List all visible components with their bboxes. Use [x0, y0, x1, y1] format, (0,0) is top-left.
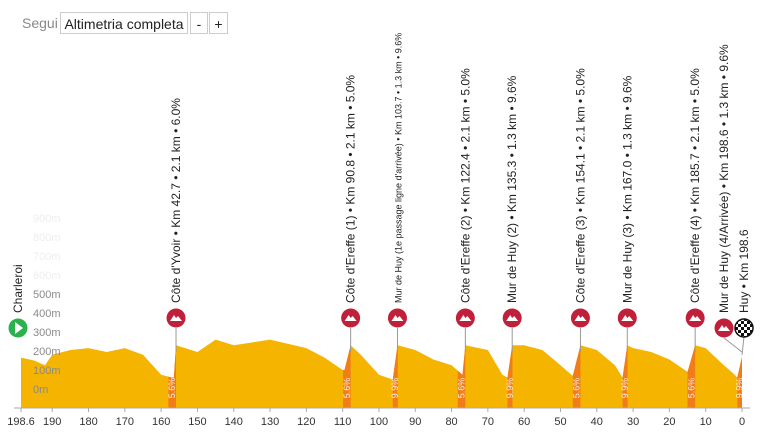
marker-stem	[723, 337, 743, 353]
mountain-icon	[506, 315, 519, 321]
mountain-icon	[170, 315, 183, 321]
x-tick-label: 130	[261, 416, 279, 428]
climb-marker	[570, 308, 590, 328]
climb-label: Côte d'Ereffe (4) • Km 185.7 • 2.1 km • …	[688, 68, 702, 303]
finish-marker	[734, 318, 754, 338]
mountain-icon	[459, 315, 472, 321]
x-tick-label: 80	[445, 416, 457, 428]
y-tick-label: 0m	[33, 384, 48, 396]
y-tick-label: 600m	[33, 270, 61, 282]
climb-stripe	[737, 339, 742, 408]
climb-marker	[341, 308, 361, 328]
y-tick-label: 400m	[33, 308, 61, 320]
climb-gradient: 9.9%	[390, 378, 400, 399]
climb-label: Mur de Huy (2) • Km 135.3 • 1.3 km • 9.6…	[505, 75, 519, 303]
climb-gradient: 5.6%	[572, 378, 582, 399]
mountain-icon	[391, 315, 404, 321]
y-tick-label: 800m	[33, 232, 61, 244]
climb-gradient: 9.9%	[505, 378, 515, 399]
climb-gradient: 5.6%	[342, 378, 352, 399]
x-tick-label: 160	[152, 416, 170, 428]
y-tick-label: 300m	[33, 327, 61, 339]
climb-label: Côte d'Ereffe (1) • Km 90.8 • 2.1 km • 5…	[344, 75, 358, 303]
x-tick-label: 90	[409, 416, 421, 428]
y-tick-label: 700m	[33, 251, 61, 263]
x-tick-label: 140	[225, 416, 243, 428]
climb-label: Côte d'Yvoir • Km 42.7 • 2.1 km • 6.0%	[169, 98, 183, 303]
climb-marker	[387, 308, 407, 328]
marker-stem	[741, 336, 745, 356]
x-tick-label: 0	[739, 416, 745, 428]
climb-gradient: 9.9%	[620, 378, 630, 399]
climb-label: Côte d'Ereffe (3) • Km 154.1 • 2.1 km • …	[573, 68, 587, 303]
x-tick-label: 198.6	[7, 416, 35, 428]
x-tick-label: 180	[79, 416, 97, 428]
x-tick-label: 120	[297, 416, 315, 428]
climb-label: Côte d'Ereffe (2) • Km 122.4 • 2.1 km • …	[458, 68, 472, 303]
climb-label: Mur de Huy (1e passage ligne d'arrivée) …	[393, 33, 403, 303]
x-tick-label: 170	[116, 416, 134, 428]
climb-gradient: 5.6%	[167, 378, 177, 399]
view-button[interactable]: Altimetria completa	[60, 12, 188, 34]
zoom-out-button[interactable]: -	[190, 12, 208, 34]
climb-marker	[685, 308, 705, 328]
x-tick-label: 50	[554, 416, 566, 428]
climb-gradient: 5.6%	[457, 378, 467, 399]
finish-label: Huy • Km 198.6	[737, 229, 751, 313]
y-tick-label: 100m	[33, 365, 61, 377]
zoom-in-button[interactable]: +	[209, 12, 228, 34]
mountain-icon	[344, 315, 357, 321]
climb-marker	[714, 318, 734, 338]
x-tick-label: 30	[627, 416, 639, 428]
climb-stripe	[343, 339, 351, 408]
mountain-icon	[574, 315, 587, 321]
start-marker	[8, 318, 28, 338]
climb-marker	[455, 308, 475, 328]
start-label: Charleroi	[11, 264, 25, 313]
climb-label: Mur de Huy (4/Arrivée) • Km 198.6 • 1.3 …	[717, 44, 731, 313]
play-icon	[15, 322, 23, 334]
follow-label[interactable]: Segui	[22, 15, 58, 31]
x-tick-label: 10	[700, 416, 712, 428]
climb-stripe	[392, 339, 398, 408]
climb-stripe	[687, 339, 696, 408]
climb-marker	[166, 308, 186, 328]
x-tick-label: 40	[591, 416, 603, 428]
y-tick-label: 900m	[33, 213, 61, 225]
x-tick-label: 150	[188, 416, 206, 428]
mountain-icon	[689, 315, 702, 321]
climb-label: Mur de Huy (3) • Km 167.0 • 1.3 km • 9.6…	[620, 75, 634, 303]
mountain-icon	[718, 325, 730, 331]
climb-stripe	[572, 339, 581, 408]
elevation-area	[21, 339, 742, 408]
x-tick-label: 100	[370, 416, 388, 428]
x-tick-label: 60	[518, 416, 530, 428]
climb-stripe	[168, 339, 177, 408]
x-tick-label: 20	[663, 416, 675, 428]
climb-stripe	[457, 339, 466, 408]
mountain-icon	[621, 315, 634, 321]
climb-gradient: 5.6%	[686, 378, 696, 399]
x-tick-label: 110	[334, 416, 352, 428]
y-tick-label: 200m	[33, 346, 61, 358]
x-tick-label: 190	[43, 416, 61, 428]
climb-marker	[502, 308, 522, 328]
y-tick-label: 500m	[33, 289, 61, 301]
climb-marker	[617, 308, 637, 328]
climb-stripe	[507, 339, 513, 408]
climb-gradient: 9.9%	[735, 378, 745, 399]
climb-stripe	[622, 339, 628, 408]
x-tick-label: 70	[482, 416, 494, 428]
